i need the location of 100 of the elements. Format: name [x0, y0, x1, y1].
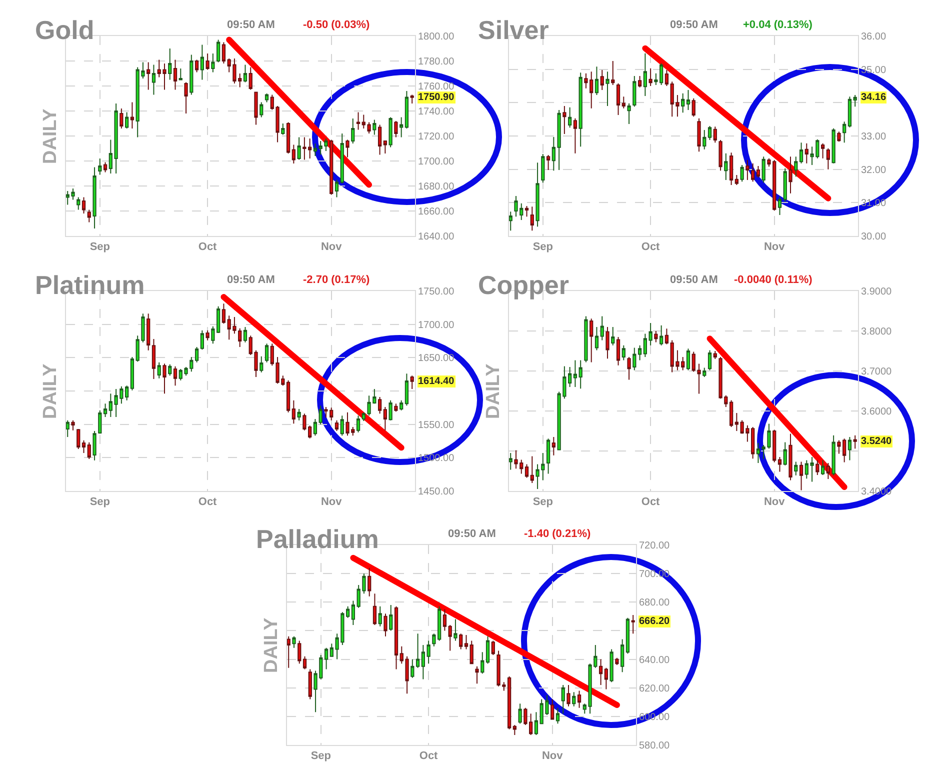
- candlestick: [734, 174, 738, 186]
- candlestick: [404, 373, 409, 406]
- candlestick: [573, 118, 578, 154]
- candlestick: [556, 707, 560, 724]
- y-tick-label: 1800.00: [418, 32, 455, 42]
- candlestick: [378, 606, 382, 627]
- y-tick-label: 36.00: [861, 32, 886, 42]
- candlestick: [577, 690, 582, 708]
- candlestick: [756, 166, 760, 178]
- candlestick: [168, 48, 172, 80]
- candlestick: [627, 102, 631, 124]
- candlestick: [590, 318, 594, 363]
- y-tick-label: 640.00: [639, 654, 670, 666]
- candlestick: [211, 53, 215, 73]
- text: 666.20: [639, 616, 670, 627]
- chart-title: Silver: [478, 15, 549, 46]
- candlestick: [486, 636, 490, 664]
- candlestick: [400, 400, 404, 411]
- candlestick: [697, 118, 701, 152]
- candlestick: [631, 614, 635, 634]
- candlestick: [92, 166, 96, 229]
- candlestick: [87, 209, 91, 223]
- candlestick: [76, 196, 80, 210]
- candlestick: [598, 658, 603, 686]
- candlestick: [216, 39, 220, 63]
- x-tick-label: Sep: [532, 496, 554, 508]
- candlestick: [762, 156, 766, 184]
- candlestick: [826, 148, 830, 170]
- candlestick: [702, 367, 706, 378]
- chart-title: Platinum: [35, 270, 145, 300]
- candlestick: [470, 640, 474, 664]
- candlestick: [552, 436, 556, 456]
- candlestick: [378, 396, 382, 414]
- candlestick: [448, 624, 452, 652]
- candlestick: [292, 144, 296, 164]
- chart-title: Palladium: [256, 524, 379, 554]
- candlestick: [82, 440, 86, 454]
- x-tick-label: Sep: [90, 241, 110, 254]
- candlestick: [686, 90, 690, 110]
- chart-title: Copper: [478, 270, 569, 300]
- candlestick: [173, 59, 178, 90]
- candlestick: [459, 633, 463, 650]
- x-tick-label: Oct: [419, 750, 438, 762]
- candlestick: [616, 336, 620, 366]
- candlestick: [524, 464, 529, 478]
- candlestick: [794, 461, 798, 476]
- text: 1614.40: [418, 376, 455, 387]
- candlestick: [606, 71, 610, 106]
- candlestick: [454, 618, 458, 642]
- candlestick: [351, 600, 356, 626]
- candlestick: [130, 102, 134, 129]
- candlestick: [826, 462, 830, 480]
- candlestick: [286, 122, 290, 154]
- candlestick: [168, 364, 172, 376]
- y-axis-title: DAILY: [40, 108, 61, 164]
- candlestick: [222, 42, 226, 64]
- candlestick: [351, 118, 355, 144]
- y-tick-label: 1780.00: [418, 56, 455, 68]
- candlestick: [222, 303, 226, 324]
- candlestick: [643, 52, 647, 96]
- candlestick: [724, 152, 728, 180]
- candlestick: [372, 119, 376, 136]
- candlestick: [157, 362, 161, 379]
- candlestick: [286, 380, 290, 413]
- candlestick: [480, 652, 484, 674]
- candlestick: [572, 692, 576, 707]
- candlestick: [853, 94, 857, 108]
- candlestick: [372, 593, 377, 626]
- y-axis-title: DAILY: [261, 617, 282, 673]
- candlestick: [664, 328, 669, 345]
- candlestick: [681, 92, 685, 114]
- candlestick: [626, 617, 630, 654]
- candlestick: [308, 668, 312, 700]
- candlestick: [507, 676, 512, 730]
- candlestick: [404, 90, 409, 129]
- candlestick: [384, 613, 388, 637]
- candlestick: [416, 633, 420, 668]
- x-tick-label: Sep: [90, 496, 110, 508]
- candlestick: [561, 684, 565, 714]
- y-tick-label: 3.9000: [861, 286, 892, 298]
- candlestick: [546, 438, 550, 474]
- y-tick-label: 3.8000: [861, 326, 892, 338]
- x-tick-label: Sep: [310, 750, 332, 762]
- candlestick: [584, 316, 588, 363]
- candlestick: [292, 636, 296, 648]
- y-tick-label: 1750.00: [418, 286, 455, 298]
- text: 09:50 AM: [448, 528, 496, 540]
- candlestick: [606, 326, 610, 360]
- candlestick: [340, 415, 344, 436]
- y-axis-title: DAILY: [40, 363, 61, 419]
- y-tick-label: 1640.00: [418, 232, 455, 242]
- candlestick: [200, 330, 204, 350]
- candlestick: [718, 140, 722, 172]
- candlestick: [692, 98, 696, 118]
- candlestick: [383, 140, 387, 154]
- y-tick-label: 620.00: [639, 683, 670, 694]
- candlestick: [518, 703, 522, 724]
- y-tick-label: 1650.00: [418, 353, 455, 364]
- candlestick: [330, 139, 334, 196]
- candlestick: [442, 608, 447, 632]
